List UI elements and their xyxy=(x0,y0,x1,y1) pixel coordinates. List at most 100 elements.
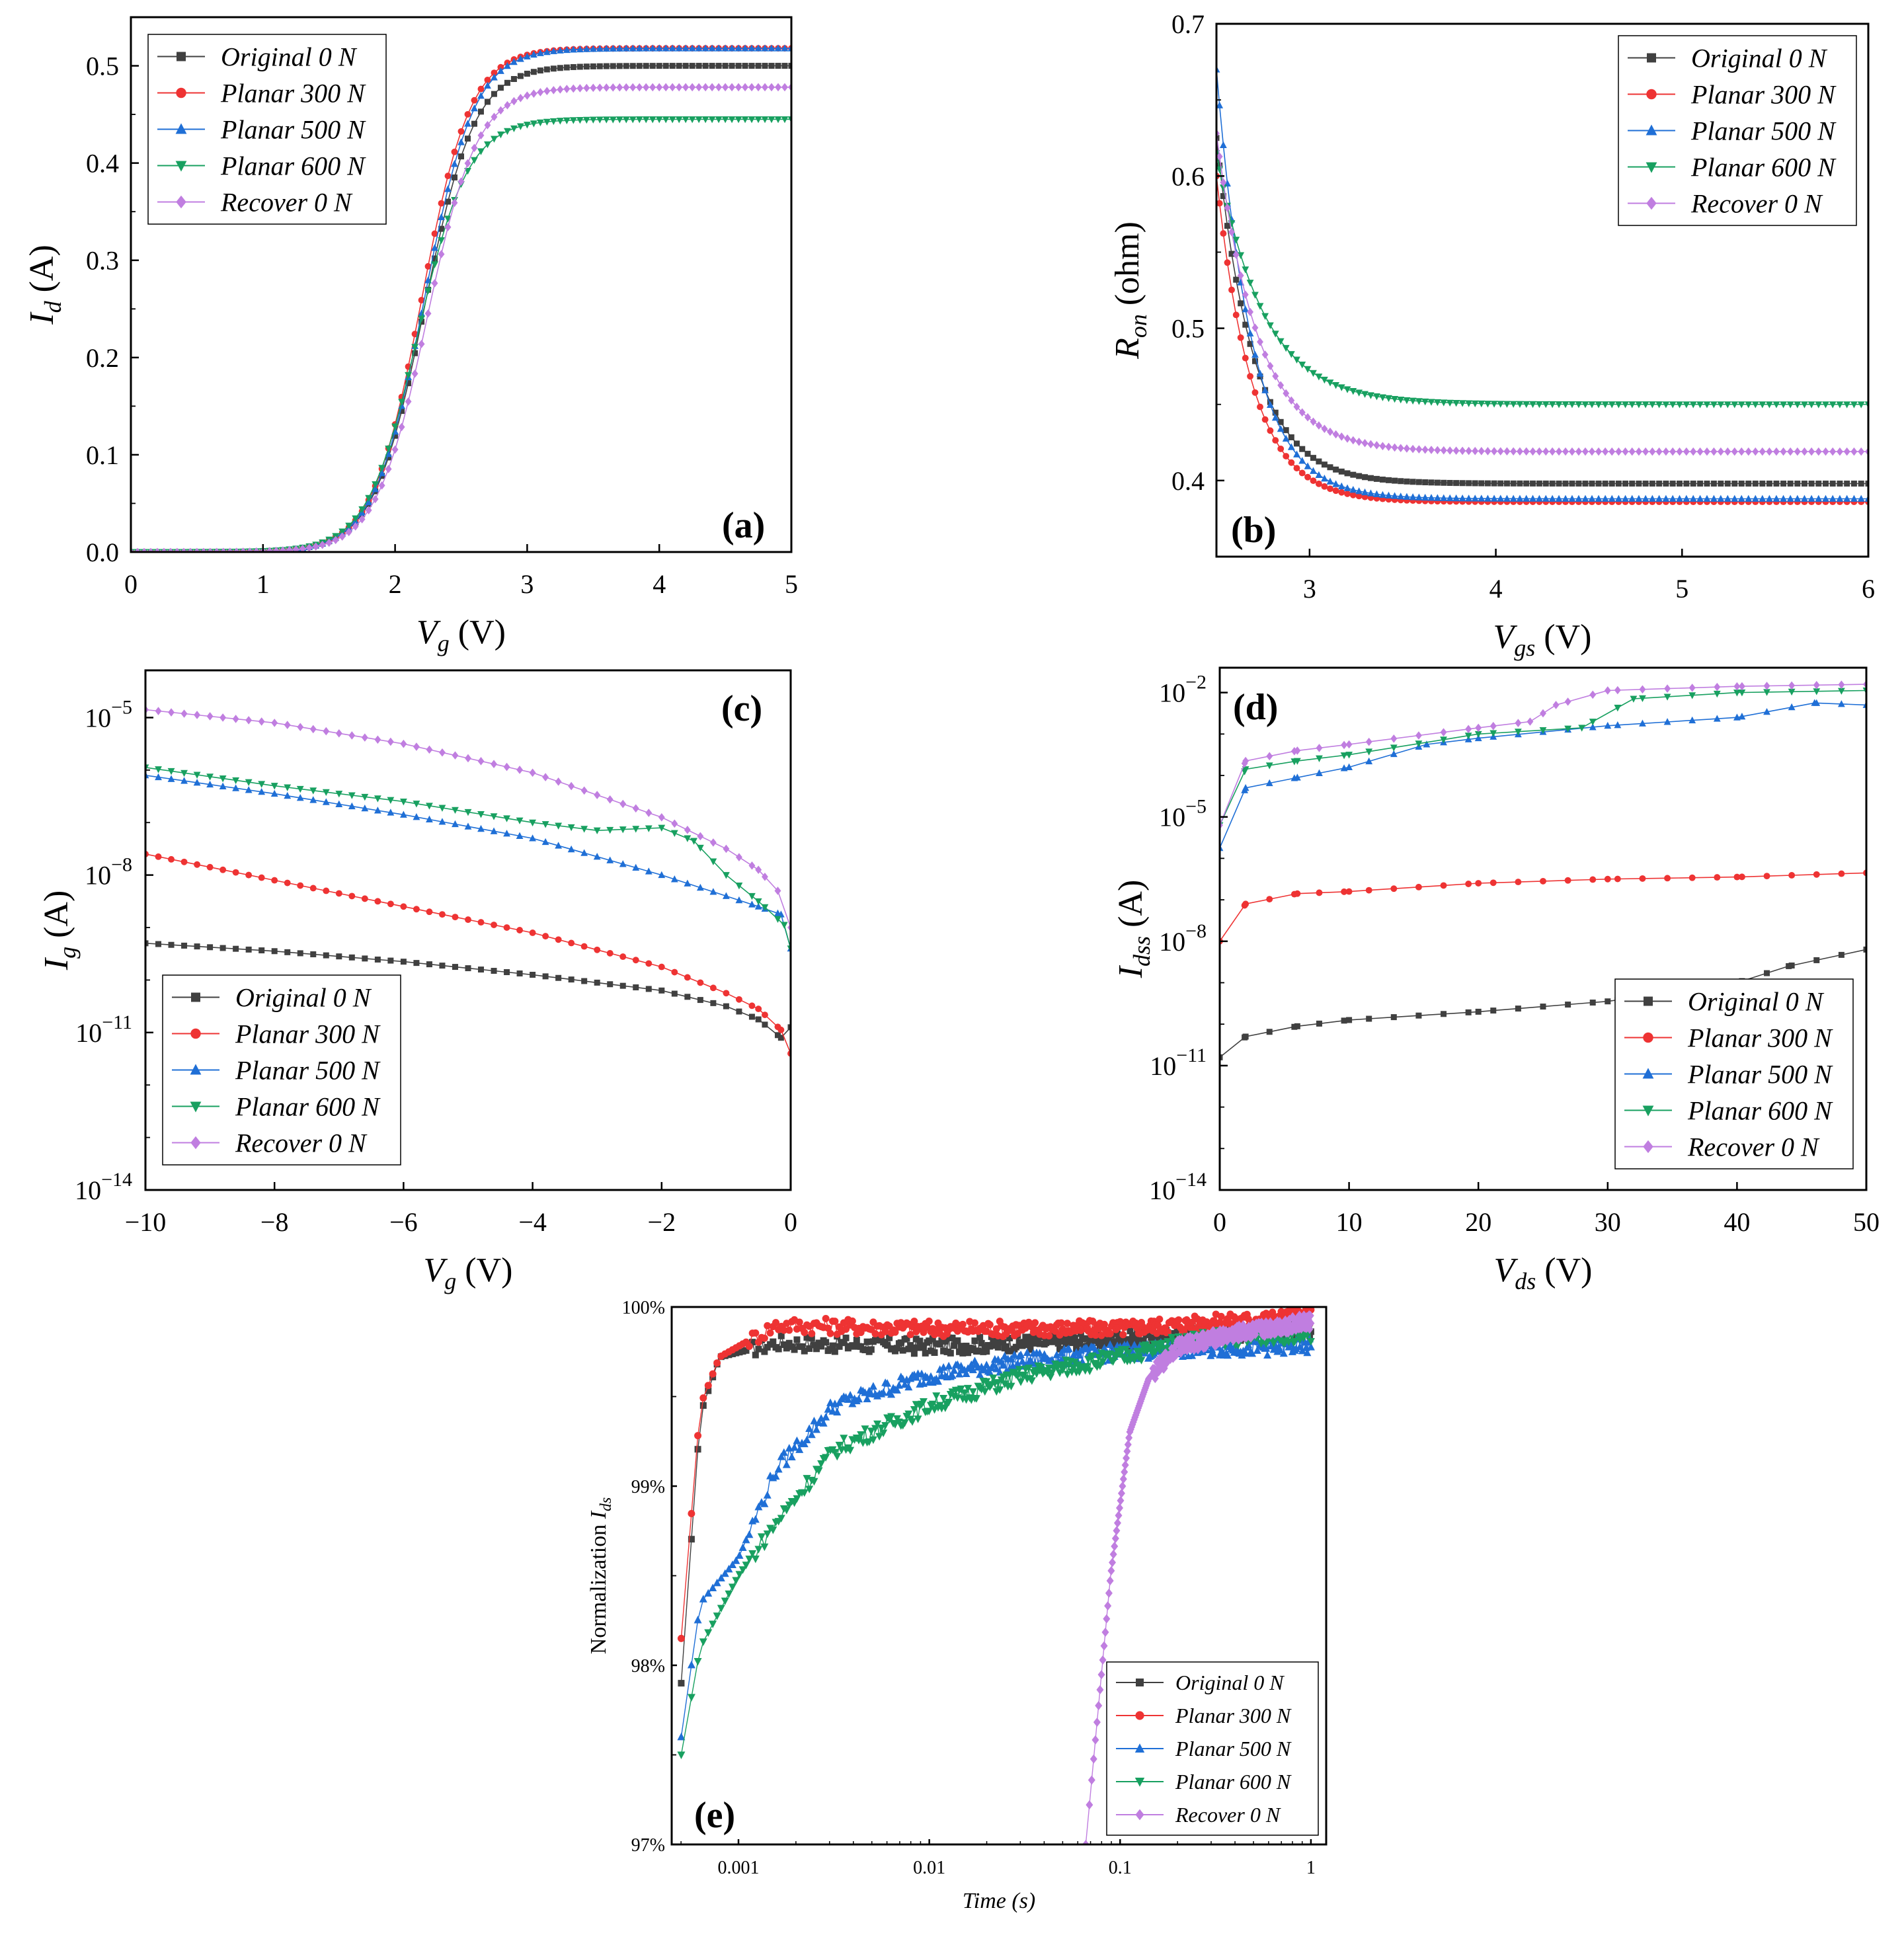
data-point-a-2-97 xyxy=(768,44,775,52)
data-point-a-4-73 xyxy=(610,83,617,92)
x-tick-label-a-1: 1 xyxy=(257,569,270,599)
data-point-b-4-95 xyxy=(1794,447,1801,456)
data-point-d-3-9 xyxy=(1365,748,1373,756)
data-point-a-4-36 xyxy=(365,506,372,515)
legend-marker-b-2 xyxy=(1646,124,1657,136)
data-point-c-0-35 xyxy=(594,979,600,986)
data-point-b-4-93 xyxy=(1780,447,1787,456)
data-point-a-0-60 xyxy=(524,70,530,77)
data-point-a-2-46 xyxy=(431,244,438,251)
data-point-c-2-29 xyxy=(516,832,524,839)
data-point-b-4-80 xyxy=(1690,447,1697,456)
data-point-a-2-86 xyxy=(695,44,703,52)
data-point-c-0-22 xyxy=(426,961,432,968)
data-point-e-2-56 xyxy=(848,1399,857,1407)
data-point-e-1-44 xyxy=(822,1314,830,1322)
data-point-b-4-77 xyxy=(1669,447,1677,456)
data-point-b-0-46 xyxy=(1466,480,1472,487)
data-point-c-3-48 xyxy=(748,892,756,900)
data-point-a-2-75 xyxy=(622,44,630,52)
data-point-a-2-68 xyxy=(576,45,584,53)
data-point-e-0-213 xyxy=(1114,1330,1121,1337)
data-point-a-2-44 xyxy=(418,309,425,317)
y-tick-label-a-5: 0.5 xyxy=(86,52,119,81)
data-point-b-4-99 xyxy=(1822,447,1829,456)
data-point-b-0-76 xyxy=(1663,480,1669,487)
data-point-c-1-12 xyxy=(297,882,304,889)
data-point-c-1-15 xyxy=(335,890,342,897)
data-point-b-0-40 xyxy=(1428,479,1435,486)
data-point-c-4-42 xyxy=(684,826,691,834)
legend-marker-e-0 xyxy=(1136,1679,1144,1686)
x-tick-label-c-5: 0 xyxy=(784,1207,797,1237)
data-point-b-4-14 xyxy=(1277,381,1285,390)
data-point-d-3-15 xyxy=(1489,730,1497,737)
data-point-a-4-51 xyxy=(464,159,471,168)
data-point-e-0-2 xyxy=(694,1446,701,1453)
data-point-c-0-7 xyxy=(233,945,239,952)
data-point-b-3-50 xyxy=(1490,401,1498,408)
data-point-d-1-9 xyxy=(1365,887,1372,894)
data-point-d-1-14 xyxy=(1475,880,1482,887)
data-point-e-0-112 xyxy=(956,1348,963,1355)
data-point-b-1-26 xyxy=(1344,490,1351,497)
data-point-e-2-84 xyxy=(904,1382,913,1391)
data-point-e-0-156 xyxy=(1028,1333,1035,1341)
data-point-b-4-4 xyxy=(1228,227,1235,237)
data-point-b-2-93 xyxy=(1780,494,1787,502)
data-point-d-0-32 xyxy=(1838,951,1844,958)
data-point-a-4-30 xyxy=(325,538,333,547)
data-point-d-2-10 xyxy=(1390,750,1398,758)
data-point-a-0-42 xyxy=(405,380,412,387)
data-point-b-4-32 xyxy=(1379,442,1386,451)
data-point-c-4-6 xyxy=(219,713,227,722)
data-point-e-1-167 xyxy=(1045,1332,1053,1340)
data-point-e-4-9 xyxy=(1099,1655,1107,1665)
data-point-b-3-76 xyxy=(1662,401,1670,409)
data-point-a-4-22 xyxy=(272,546,280,552)
data-point-c-4-10 xyxy=(271,719,278,727)
data-point-b-4-10 xyxy=(1257,337,1263,346)
data-point-a-1-48 xyxy=(444,173,452,180)
data-point-e-3-149 xyxy=(1017,1378,1025,1386)
y-axis-label-d: Idss (A) xyxy=(1112,880,1155,979)
data-point-a-2-88 xyxy=(708,44,716,52)
data-point-d-4-28 xyxy=(1733,682,1741,691)
data-point-a-4-52 xyxy=(471,143,478,153)
data-point-d-2-32 xyxy=(1813,699,1821,706)
data-point-a-4-46 xyxy=(431,279,438,288)
data-point-c-0-12 xyxy=(297,950,303,957)
data-point-b-2-39 xyxy=(1421,493,1429,501)
data-point-b-0-52 xyxy=(1503,480,1510,487)
data-point-d-0-10 xyxy=(1390,1014,1397,1021)
data-point-b-2-47 xyxy=(1471,494,1479,502)
data-point-b-2-14 xyxy=(1277,424,1285,432)
data-point-e-0-109 xyxy=(951,1342,958,1349)
data-point-e-2-49 xyxy=(833,1407,842,1416)
data-point-b-2-36 xyxy=(1403,493,1411,500)
data-point-b-2-61 xyxy=(1562,494,1569,502)
data-point-d-0-2 xyxy=(1242,1033,1249,1040)
data-point-b-4-9 xyxy=(1251,323,1259,333)
data-point-c-4-14 xyxy=(323,727,330,736)
data-point-c-4-44 xyxy=(709,838,717,847)
data-point-a-3-40 xyxy=(391,423,399,430)
series-line-d-3 xyxy=(1220,690,1866,826)
data-point-a-3-75 xyxy=(622,116,630,124)
data-point-e-3-55 xyxy=(846,1446,855,1455)
legend-label-d-2: Planar 500 N xyxy=(1687,1060,1833,1089)
data-point-a-2-64 xyxy=(549,47,557,54)
data-point-a-2-52 xyxy=(471,104,478,112)
data-point-e-3-106 xyxy=(945,1398,953,1407)
data-point-b-4-82 xyxy=(1704,447,1710,456)
data-point-b-2-37 xyxy=(1409,493,1417,500)
data-point-a-0-59 xyxy=(517,73,524,79)
legend-item-a-3: Planar 600 N xyxy=(157,151,366,181)
data-point-c-4-45 xyxy=(723,844,730,853)
data-point-c-3-16 xyxy=(348,792,356,799)
data-point-b-3-29 xyxy=(1361,391,1368,398)
series-markers-a-3 xyxy=(131,116,791,552)
legend-item-e-3: Planar 600 N xyxy=(1116,1770,1292,1794)
data-point-b-4-40 xyxy=(1428,446,1435,454)
data-point-d-0-7 xyxy=(1341,1017,1347,1024)
